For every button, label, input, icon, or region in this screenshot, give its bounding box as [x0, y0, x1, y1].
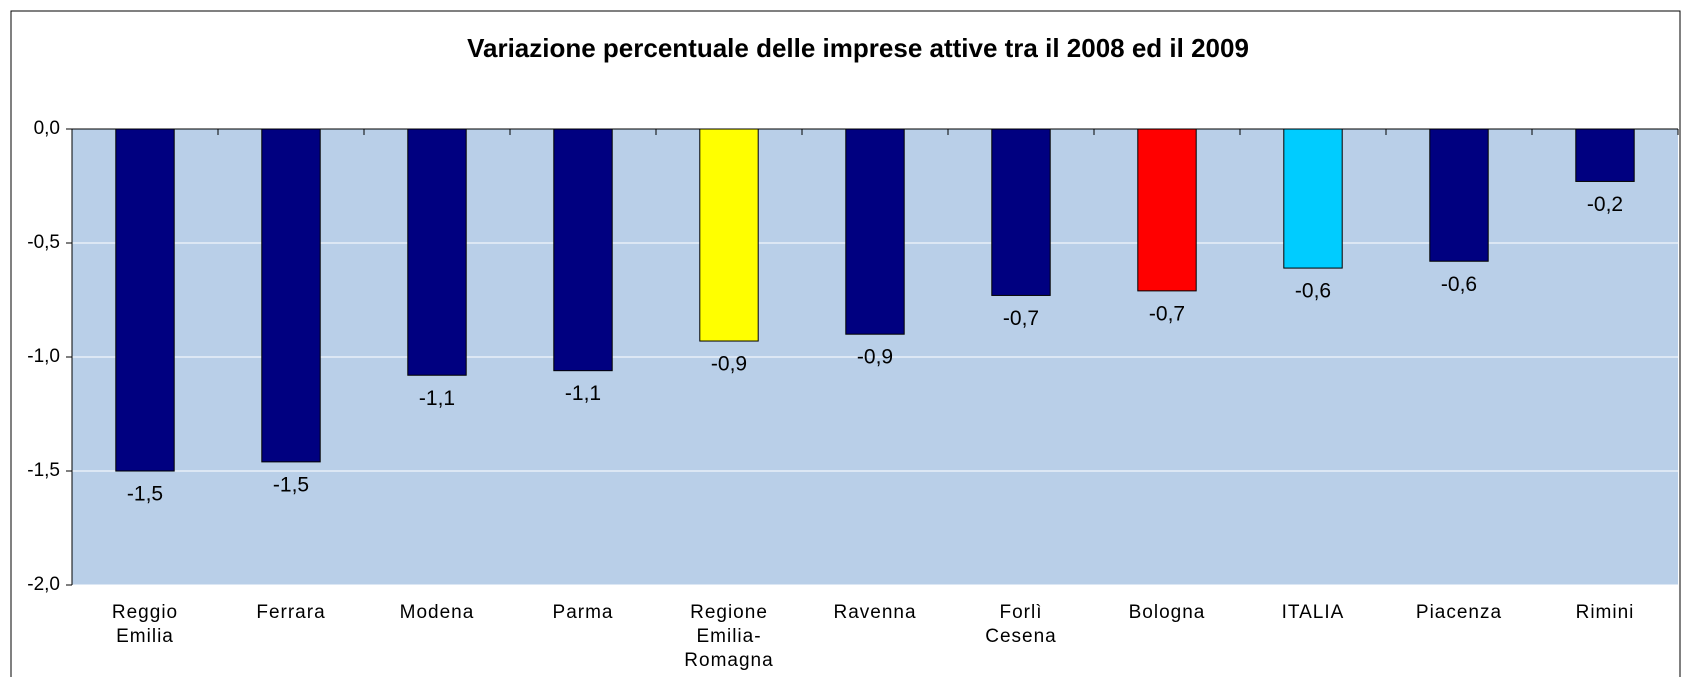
value-label: -0,6 — [1441, 273, 1477, 296]
value-label: -1,1 — [565, 382, 601, 405]
bar — [991, 128, 1051, 296]
y-tick-label: -1,0 — [27, 346, 60, 367]
bar — [1283, 128, 1343, 269]
value-label: -0,2 — [1587, 193, 1623, 216]
x-tick-label: Bologna — [1128, 602, 1206, 623]
y-tick-label: -1,5 — [27, 460, 60, 481]
value-label: -0,7 — [1149, 302, 1185, 325]
x-tick-label: Parma — [552, 602, 614, 623]
bar — [1429, 128, 1489, 262]
x-tick-label: Piacenza — [1415, 602, 1503, 623]
x-tick-label: Rimini — [1575, 602, 1635, 623]
bar — [1137, 128, 1197, 292]
x-tick-label: Reggio Emilia — [111, 602, 179, 647]
value-label: -1,1 — [419, 387, 455, 410]
value-label: -1,5 — [273, 473, 309, 496]
bar — [699, 128, 759, 342]
value-label: -0,9 — [857, 346, 893, 369]
bar — [845, 128, 905, 335]
value-label: -0,9 — [711, 353, 747, 376]
y-tick-label: 0,0 — [34, 118, 60, 139]
bar — [115, 128, 175, 472]
value-label: -1,5 — [127, 483, 163, 506]
x-tick-label: Ravenna — [833, 602, 917, 623]
x-tick-label: Regione Emilia-Romagna — [684, 602, 774, 671]
bar — [553, 128, 613, 372]
x-tick-label: Forlì Cesena — [985, 602, 1057, 647]
value-label: -0,7 — [1003, 307, 1039, 330]
bar — [1575, 128, 1635, 182]
value-label: -0,6 — [1295, 280, 1331, 303]
x-tick-label: Ferrara — [256, 602, 326, 623]
bar — [407, 128, 467, 376]
x-tick-label: Modena — [399, 602, 475, 623]
y-tick-label: -2,0 — [27, 574, 60, 595]
chart-title: Variazione percentuale delle imprese att… — [467, 33, 1249, 63]
y-tick-label: -0,5 — [27, 232, 60, 253]
bar — [261, 128, 321, 463]
x-tick-label: ITALIA — [1281, 602, 1345, 623]
